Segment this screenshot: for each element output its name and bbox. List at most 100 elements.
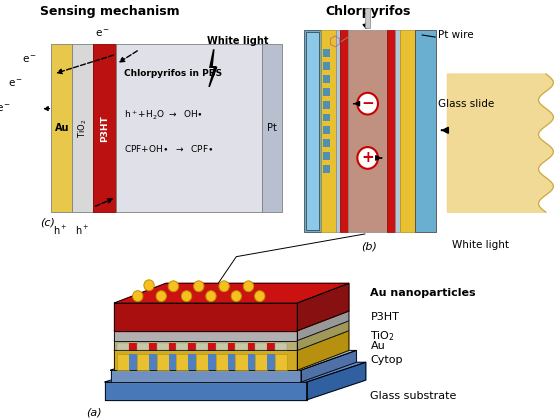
Bar	[216, 354, 228, 370]
Bar	[323, 114, 330, 122]
Bar	[137, 354, 149, 370]
Text: TiO$_2$: TiO$_2$	[371, 329, 395, 343]
Polygon shape	[209, 49, 217, 87]
Bar	[149, 354, 157, 370]
Bar	[157, 354, 169, 370]
Circle shape	[133, 291, 143, 302]
Text: Pt wire: Pt wire	[438, 30, 474, 40]
Bar	[137, 343, 149, 350]
Bar	[323, 62, 330, 70]
Text: −: −	[361, 96, 374, 111]
Bar	[323, 88, 330, 96]
Polygon shape	[110, 350, 356, 370]
Circle shape	[144, 280, 154, 291]
Circle shape	[181, 291, 192, 302]
Polygon shape	[114, 283, 349, 303]
Polygon shape	[297, 331, 349, 370]
Text: P3HT: P3HT	[100, 115, 109, 142]
Polygon shape	[301, 350, 356, 382]
Bar	[169, 343, 176, 350]
Text: P3HT: P3HT	[371, 312, 399, 322]
Polygon shape	[297, 321, 349, 350]
Text: Cytop: Cytop	[371, 355, 403, 365]
Bar	[189, 354, 196, 370]
Circle shape	[168, 281, 179, 292]
Bar	[323, 139, 330, 147]
Bar	[255, 343, 267, 350]
Circle shape	[244, 281, 254, 292]
Bar	[323, 152, 330, 160]
Polygon shape	[307, 362, 366, 400]
Bar	[149, 343, 157, 350]
Circle shape	[255, 291, 265, 302]
Text: Chlorpyrifos: Chlorpyrifos	[325, 5, 410, 18]
Text: e$^-$: e$^-$	[95, 28, 110, 39]
Bar	[365, 8, 371, 28]
Bar	[267, 343, 275, 350]
Polygon shape	[447, 74, 553, 212]
Text: (c): (c)	[40, 217, 55, 227]
Text: h$^+$+H$_2$O $\rightarrow$  OH$\bullet$: h$^+$+H$_2$O $\rightarrow$ OH$\bullet$	[124, 109, 203, 122]
Circle shape	[194, 281, 204, 292]
Bar	[129, 354, 137, 370]
Bar	[196, 354, 208, 370]
Text: +: +	[361, 150, 374, 166]
Polygon shape	[114, 303, 297, 331]
Bar	[235, 343, 248, 350]
Bar	[129, 343, 137, 350]
Polygon shape	[110, 370, 301, 382]
Circle shape	[156, 291, 166, 302]
Bar	[323, 101, 330, 109]
Bar	[323, 165, 330, 173]
Circle shape	[357, 93, 378, 114]
Circle shape	[219, 281, 229, 292]
Bar	[117, 354, 129, 370]
Text: CPF+OH$\bullet$  $\rightarrow$  CPF$\bullet$: CPF+OH$\bullet$ $\rightarrow$ CPF$\bulle…	[124, 143, 213, 154]
Bar	[348, 30, 388, 232]
Bar	[321, 30, 336, 232]
Text: Pt: Pt	[267, 123, 277, 133]
Text: White light: White light	[207, 36, 268, 47]
Bar	[52, 44, 72, 212]
Polygon shape	[114, 341, 297, 350]
Bar	[208, 354, 216, 370]
Polygon shape	[114, 350, 297, 370]
Polygon shape	[105, 382, 307, 400]
Text: White light: White light	[452, 240, 509, 250]
Bar	[117, 343, 129, 350]
Bar	[323, 75, 330, 83]
Text: e$^-$: e$^-$	[22, 54, 38, 65]
Bar	[323, 49, 330, 57]
Bar	[72, 44, 93, 212]
Bar	[116, 44, 262, 212]
Bar	[340, 30, 348, 232]
Text: e$^-$: e$^-$	[8, 78, 24, 89]
Text: TiO$_2$: TiO$_2$	[76, 119, 88, 138]
Bar	[304, 30, 321, 232]
Text: (a): (a)	[86, 408, 102, 418]
Bar	[216, 343, 228, 350]
Polygon shape	[297, 311, 349, 341]
Bar	[157, 343, 169, 350]
Bar	[248, 354, 255, 370]
Text: Glass substrate: Glass substrate	[371, 391, 457, 401]
Polygon shape	[114, 331, 297, 341]
Bar	[235, 354, 248, 370]
Bar	[176, 343, 189, 350]
Bar	[176, 354, 189, 370]
Bar	[262, 44, 282, 212]
Bar	[228, 343, 235, 350]
Bar	[388, 30, 395, 232]
Bar	[414, 30, 436, 232]
Bar	[275, 343, 287, 350]
Text: Sensing mechanism: Sensing mechanism	[40, 5, 180, 18]
Bar	[228, 354, 235, 370]
Circle shape	[231, 291, 241, 302]
Bar	[169, 354, 176, 370]
Text: h$^+$: h$^+$	[75, 224, 90, 237]
Bar	[306, 31, 319, 230]
Bar	[323, 127, 330, 134]
Bar	[336, 30, 340, 232]
Text: ⬡: ⬡	[329, 34, 341, 49]
Bar	[93, 44, 116, 212]
